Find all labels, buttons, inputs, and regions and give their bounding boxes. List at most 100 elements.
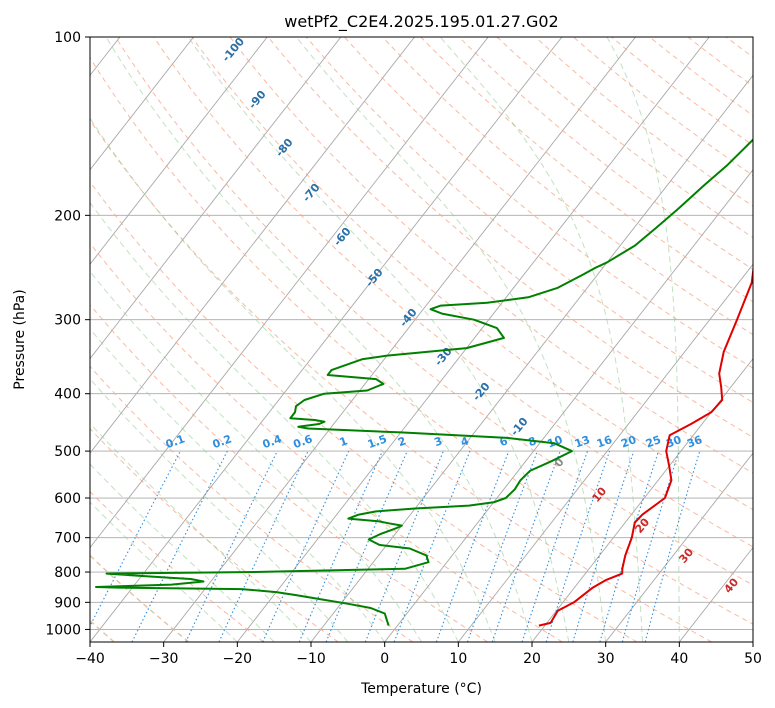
isotherm [605, 452, 753, 642]
dry-adiabat [90, 304, 488, 642]
mixing-ratio-line [435, 450, 510, 642]
x-tick-label: −10 [296, 651, 326, 667]
dry-adiabat [90, 119, 712, 642]
mixing-ratio-line [572, 450, 635, 642]
isotherm [457, 263, 753, 642]
axes: −40 −30 −20 −10 0 10 20 30 40 5010020030040050060… [45, 30, 762, 667]
y-tick-label: 900 [54, 595, 81, 611]
moist-adiabat [90, 117, 496, 642]
mixing-ratio-line [298, 450, 384, 642]
isotherm [531, 357, 753, 642]
moist-adiabat [295, 37, 607, 642]
y-tick-label: 200 [54, 208, 81, 224]
dry-adiabat [764, 37, 775, 642]
profile-lines [95, 138, 753, 627]
x-tick-label: −20 [223, 651, 253, 667]
dry-adiabat [90, 56, 753, 625]
y-tick-label: 400 [54, 387, 81, 403]
mixing-ratio-label: 20 [619, 433, 638, 451]
moist-adiabat [90, 501, 238, 642]
y-tick-label: 800 [54, 565, 81, 581]
dry-adiabat [420, 37, 753, 303]
x-axis-label: Temperature (°C) [360, 681, 482, 697]
plot-frame [89, 36, 754, 643]
isotherm [90, 37, 415, 454]
x-tick-label: −40 [75, 651, 105, 667]
mixing-ratio-line [466, 450, 538, 642]
mixing-ratio-label: 6 [498, 434, 510, 449]
dry-adiabat [90, 427, 339, 642]
background-lines [90, 37, 775, 642]
isotherm [752, 641, 753, 642]
moist-adiabat [90, 463, 275, 642]
mixing-ratio-label: 0.6 [292, 432, 315, 451]
mixing-ratio-line [364, 450, 444, 642]
mixing-ratio-label: 16 [595, 433, 614, 451]
y-tick-label: 1000 [45, 622, 81, 638]
moist-adiabat [90, 422, 312, 642]
y-tick-label: 300 [54, 313, 81, 329]
y-tick-label: 600 [54, 491, 81, 507]
mixing-ratio-label: 13 [573, 433, 592, 450]
dry-adiabat [90, 181, 638, 642]
moist-adiabat [439, 37, 643, 642]
temperature-line [538, 264, 753, 627]
mixing-ratio-line [131, 450, 228, 642]
x-tick-label: 50 [744, 651, 762, 667]
dry-adiabat [90, 554, 190, 642]
isotherm [236, 37, 710, 642]
mixing-ratio-line [621, 450, 680, 642]
mixing-ratio-label: 3 [432, 434, 444, 449]
mixing-ratio-label: 1 [338, 434, 350, 449]
isotherm [310, 74, 753, 642]
x-tick-label: 0 [380, 651, 389, 667]
dry-adiabat [90, 365, 414, 642]
moist-adiabat [90, 201, 459, 642]
mixing-ratio-line [521, 450, 589, 642]
x-tick-label: 20 [523, 651, 541, 667]
mixing-ratio-label: 1.5 [366, 432, 389, 451]
plot-background [90, 37, 753, 642]
mixing-ratio-line [262, 450, 350, 642]
mixing-ratio-label: 0.4 [261, 432, 284, 451]
x-tick-label: 10 [449, 651, 467, 667]
mixing-ratio-label: 2 [396, 434, 408, 449]
mixing-ratio-label: 0.2 [211, 432, 234, 451]
mixing-ratio-label: 25 [644, 433, 663, 450]
isotherm [90, 37, 563, 642]
isotherm [90, 37, 342, 360]
dewpoint-line [95, 138, 753, 626]
dry-adiabat [191, 37, 753, 511]
mixing-ratio-label: 8 [526, 434, 538, 449]
y-tick-label: 100 [54, 30, 81, 46]
mixing-ratio-label: 4 [459, 434, 471, 449]
dry-adiabat [115, 37, 753, 586]
isotherm [384, 169, 753, 642]
dry-adiabat [344, 37, 753, 369]
moist-adiabat [606, 37, 680, 642]
mixing-ratio-line [491, 450, 561, 642]
x-tick-label: −30 [149, 651, 179, 667]
mixing-ratio-line [325, 450, 408, 642]
dry-adiabat [90, 242, 563, 642]
chart-title: wetPf2_C2E4.2025.195.01.27.G02 [284, 12, 558, 32]
mixing-ratio-label: 0.1 [164, 432, 187, 451]
moist-adiabat [90, 270, 422, 642]
x-tick-label: 40 [670, 651, 688, 667]
x-tick-label: 30 [597, 651, 615, 667]
mixing-ratio-label: 36 [685, 433, 704, 451]
y-axis-label: Pressure (hPa) [12, 289, 28, 389]
moist-adiabat [187, 37, 570, 642]
isotherm [163, 37, 636, 642]
dry-adiabat [229, 37, 753, 474]
moist-adiabat [105, 37, 533, 642]
y-tick-label: 700 [54, 531, 81, 547]
isotherm [90, 37, 194, 171]
mixing-ratio-line [393, 450, 471, 642]
isotherm [90, 37, 489, 549]
moist-adiabat [90, 328, 386, 642]
y-tick-label: 500 [54, 444, 81, 460]
mixing-ratio-line [644, 450, 701, 642]
isotherm [90, 37, 268, 265]
